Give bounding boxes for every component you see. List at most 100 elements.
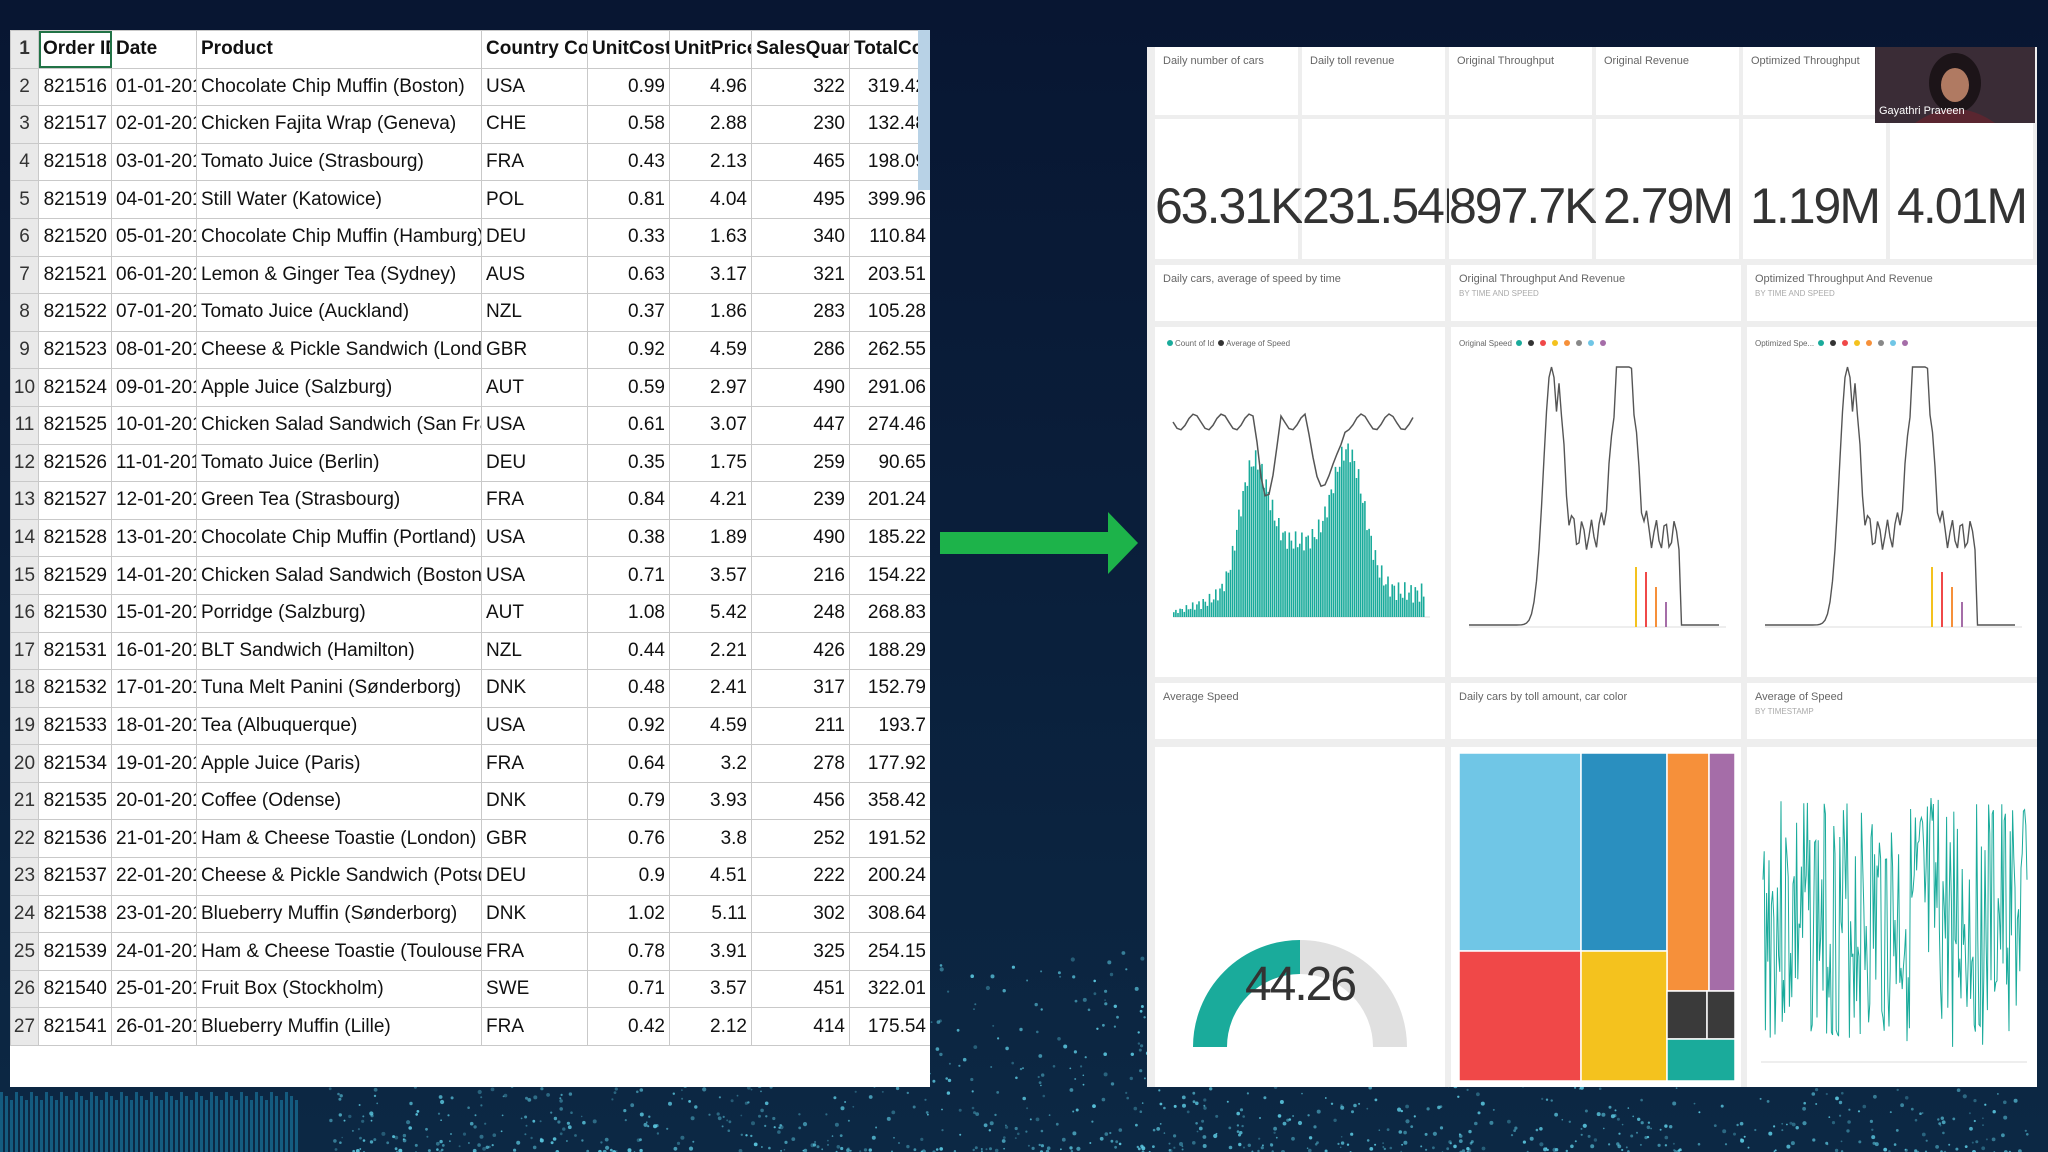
cell-unit-cost[interactable]: 0.92 bbox=[587, 706, 670, 746]
cell-product[interactable]: Cheese & Pickle Sandwich (London) bbox=[196, 330, 482, 370]
cell-product[interactable]: Coffee (Odense) bbox=[196, 781, 482, 821]
cell-date[interactable]: 04-01-2019 bbox=[111, 180, 197, 219]
column-header-date[interactable]: Date bbox=[111, 30, 197, 69]
cell-country-code[interactable]: CHE bbox=[481, 105, 588, 144]
cell-sales-quantity[interactable]: 230 bbox=[751, 105, 850, 144]
cell-product[interactable]: Tea (Albuquerque) bbox=[196, 706, 482, 746]
cell-product[interactable]: Tomato Juice (Auckland) bbox=[196, 293, 482, 332]
cell-product[interactable]: Tuna Melt Panini (Sønderborg) bbox=[196, 669, 482, 708]
chart-body[interactable]: Count of Id Average of Speed bbox=[1155, 327, 1445, 677]
row-number[interactable]: 5 bbox=[10, 180, 39, 219]
cell-product[interactable]: Chocolate Chip Muffin (Boston) bbox=[196, 67, 482, 107]
row-number[interactable]: 26 bbox=[10, 969, 39, 1009]
cell-unit-price[interactable]: 4.59 bbox=[669, 330, 752, 370]
cell-unit-cost[interactable]: 0.64 bbox=[587, 744, 670, 783]
row-number[interactable]: 18 bbox=[10, 669, 39, 708]
cell-country-code[interactable]: FRA bbox=[481, 142, 588, 182]
cell-sales-quantity[interactable]: 321 bbox=[751, 255, 850, 295]
cell-date[interactable]: 16-01-2019 bbox=[111, 631, 197, 671]
cell-unit-cost[interactable]: 0.37 bbox=[587, 293, 670, 332]
cell-sales-quantity[interactable]: 211 bbox=[751, 706, 850, 746]
cell-country-code[interactable]: POL bbox=[481, 180, 588, 219]
row-number[interactable]: 9 bbox=[10, 330, 39, 370]
kpi-title-tile[interactable]: Daily toll revenue bbox=[1302, 47, 1445, 115]
cell-date[interactable]: 06-01-2019 bbox=[111, 255, 197, 295]
cell-date[interactable]: 10-01-2019 bbox=[111, 405, 197, 445]
cell-total-cost[interactable]: 191.52 bbox=[849, 819, 930, 859]
cell-country-code[interactable]: FRA bbox=[481, 1007, 588, 1047]
cell-product[interactable]: Tomato Juice (Strasbourg) bbox=[196, 142, 482, 182]
cell-sales-quantity[interactable]: 317 bbox=[751, 669, 850, 708]
cell-sales-quantity[interactable]: 490 bbox=[751, 368, 850, 407]
cell-unit-price[interactable]: 3.07 bbox=[669, 405, 752, 445]
cell-date[interactable]: 12-01-2019 bbox=[111, 481, 197, 520]
kpi-title-tile[interactable]: Daily number of cars bbox=[1155, 47, 1298, 115]
cell-date[interactable]: 14-01-2019 bbox=[111, 556, 197, 595]
row-number[interactable]: 6 bbox=[10, 217, 39, 257]
cell-product[interactable]: Apple Juice (Salzburg) bbox=[196, 368, 482, 407]
cell-unit-cost[interactable]: 0.63 bbox=[587, 255, 670, 295]
cell-country-code[interactable]: USA bbox=[481, 405, 588, 445]
cell-country-code[interactable]: FRA bbox=[481, 744, 588, 783]
cell-country-code[interactable]: NZL bbox=[481, 293, 588, 332]
row-number[interactable]: 1 bbox=[10, 30, 39, 69]
row-number[interactable]: 27 bbox=[10, 1007, 39, 1047]
cell-total-cost[interactable]: 90.65 bbox=[849, 443, 930, 483]
cell-total-cost[interactable]: 132.48 bbox=[849, 105, 930, 144]
cell-unit-cost[interactable]: 0.48 bbox=[587, 669, 670, 708]
cell-order-id[interactable]: 821530 bbox=[38, 593, 112, 633]
cell-sales-quantity[interactable]: 426 bbox=[751, 631, 850, 671]
cell-order-id[interactable]: 821523 bbox=[38, 330, 112, 370]
cell-date[interactable]: 17-01-2019 bbox=[111, 669, 197, 708]
cell-unit-price[interactable]: 5.11 bbox=[669, 894, 752, 934]
cell-total-cost[interactable]: 152.79 bbox=[849, 669, 930, 708]
cell-unit-cost[interactable]: 0.9 bbox=[587, 857, 670, 896]
cell-product[interactable]: Porridge (Salzburg) bbox=[196, 593, 482, 633]
cell-date[interactable]: 07-01-2019 bbox=[111, 293, 197, 332]
cell-unit-cost[interactable]: 0.99 bbox=[587, 67, 670, 107]
cell-order-id[interactable]: 821521 bbox=[38, 255, 112, 295]
cell-unit-cost[interactable]: 0.43 bbox=[587, 142, 670, 182]
kpi-title-tile[interactable]: Original Throughput bbox=[1449, 47, 1592, 115]
chart-body[interactable]: Original Speed bbox=[1451, 327, 1741, 677]
cell-product[interactable]: Cheese & Pickle Sandwich (Potsdam) bbox=[196, 857, 482, 896]
cell-sales-quantity[interactable]: 490 bbox=[751, 518, 850, 558]
cell-country-code[interactable]: AUT bbox=[481, 593, 588, 633]
row-number[interactable]: 22 bbox=[10, 819, 39, 859]
cell-unit-cost[interactable]: 0.35 bbox=[587, 443, 670, 483]
cell-order-id[interactable]: 821532 bbox=[38, 669, 112, 708]
cell-total-cost[interactable]: 203.51 bbox=[849, 255, 930, 295]
cell-total-cost[interactable]: 268.83 bbox=[849, 593, 930, 633]
chart-title-tile[interactable]: Average Speed bbox=[1155, 683, 1445, 739]
cell-order-id[interactable]: 821536 bbox=[38, 819, 112, 859]
cell-unit-price[interactable]: 3.17 bbox=[669, 255, 752, 295]
cell-unit-cost[interactable]: 0.84 bbox=[587, 481, 670, 520]
cell-unit-cost[interactable]: 0.76 bbox=[587, 819, 670, 859]
cell-total-cost[interactable]: 154.22 bbox=[849, 556, 930, 595]
cell-unit-cost[interactable]: 0.92 bbox=[587, 330, 670, 370]
cell-sales-quantity[interactable]: 259 bbox=[751, 443, 850, 483]
cell-unit-price[interactable]: 3.93 bbox=[669, 781, 752, 821]
kpi-card[interactable]: 1.19M bbox=[1743, 119, 1886, 259]
cell-unit-cost[interactable]: 0.58 bbox=[587, 105, 670, 144]
cell-total-cost[interactable]: 399.96 bbox=[849, 180, 930, 219]
cell-product[interactable]: Tomato Juice (Berlin) bbox=[196, 443, 482, 483]
cell-total-cost[interactable]: 185.22 bbox=[849, 518, 930, 558]
cell-date[interactable]: 05-01-2019 bbox=[111, 217, 197, 257]
cell-sales-quantity[interactable]: 340 bbox=[751, 217, 850, 257]
cell-date[interactable]: 02-01-2019 bbox=[111, 105, 197, 144]
cell-total-cost[interactable]: 193.7 bbox=[849, 706, 930, 746]
cell-total-cost[interactable]: 319.42 bbox=[849, 67, 930, 107]
cell-order-id[interactable]: 821529 bbox=[38, 556, 112, 595]
cell-country-code[interactable]: FRA bbox=[481, 481, 588, 520]
kpi-title-tile[interactable]: Original Revenue bbox=[1596, 47, 1739, 115]
cell-total-cost[interactable]: 110.84 bbox=[849, 217, 930, 257]
cell-total-cost[interactable]: 188.29 bbox=[849, 631, 930, 671]
cell-unit-cost[interactable]: 0.42 bbox=[587, 1007, 670, 1047]
cell-unit-price[interactable]: 2.97 bbox=[669, 368, 752, 407]
cell-country-code[interactable]: DEU bbox=[481, 443, 588, 483]
cell-unit-price[interactable]: 1.89 bbox=[669, 518, 752, 558]
cell-unit-cost[interactable]: 1.08 bbox=[587, 593, 670, 633]
cell-product[interactable]: Ham & Cheese Toastie (Toulouse) bbox=[196, 932, 482, 971]
cell-order-id[interactable]: 821518 bbox=[38, 142, 112, 182]
